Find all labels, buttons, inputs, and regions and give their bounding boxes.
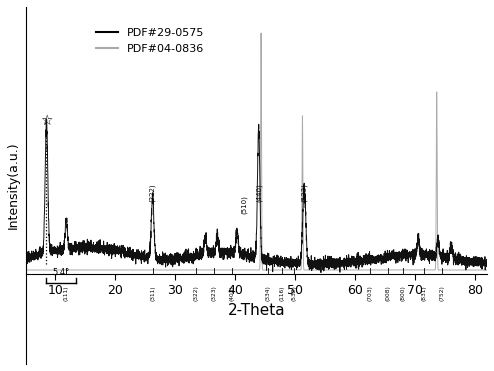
Text: (532): (532) (291, 286, 296, 301)
Text: (703): (703) (368, 286, 372, 301)
Text: (111): (111) (64, 286, 69, 301)
Text: (800): (800) (401, 286, 406, 301)
Text: (334): (334) (266, 286, 271, 301)
Y-axis label: Intensity(a.u.): Intensity(a.u.) (7, 142, 20, 229)
Text: (533): (533) (301, 183, 307, 202)
Text: (831): (831) (421, 286, 427, 301)
Text: (510): (510) (241, 195, 247, 214)
Text: ☆: ☆ (40, 114, 53, 128)
Text: (222): (222) (149, 184, 156, 202)
Text: (008): (008) (386, 286, 391, 301)
Text: (440): (440) (255, 183, 262, 202)
Text: 5.4°: 5.4° (53, 268, 70, 277)
Text: (752): (752) (440, 286, 445, 301)
Text: (116): (116) (280, 286, 285, 301)
Text: (403): (403) (230, 286, 235, 301)
Legend: PDF#29-0575, PDF#04-0836: PDF#29-0575, PDF#04-0836 (91, 23, 208, 59)
X-axis label: 2-Theta: 2-Theta (227, 303, 285, 318)
Text: (322): (322) (194, 286, 199, 301)
Text: (323): (323) (212, 286, 217, 301)
Text: (311): (311) (150, 286, 155, 301)
